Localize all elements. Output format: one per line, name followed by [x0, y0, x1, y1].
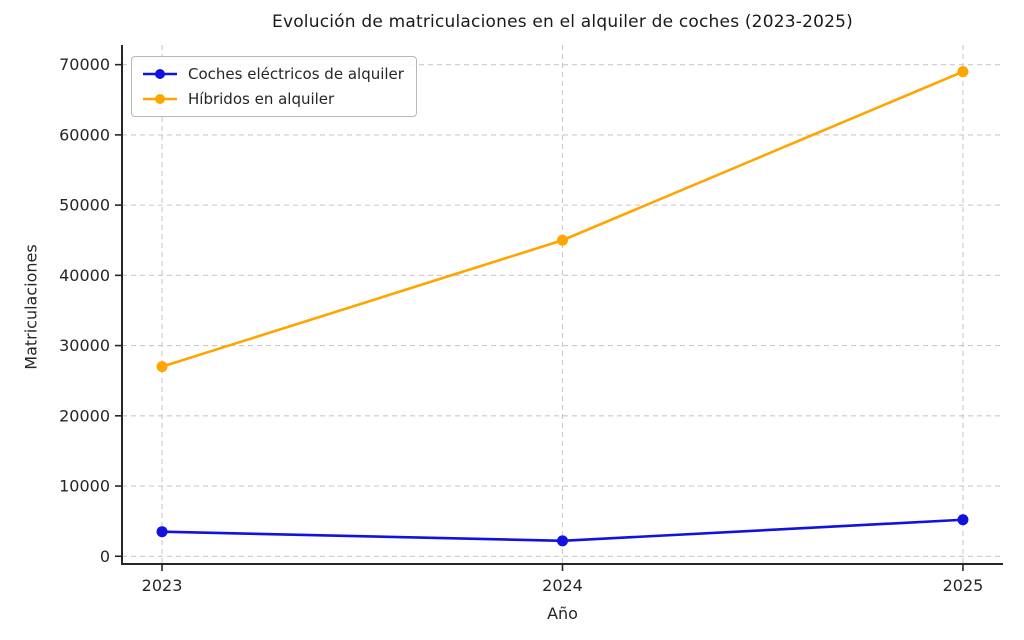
x-tick-label: 2025 [943, 576, 984, 595]
legend-label: Híbridos en alquiler [188, 90, 335, 108]
legend-label: Coches eléctricos de alquiler [188, 65, 404, 83]
y-tick-label: 50000 [59, 196, 110, 215]
legend-item: Híbridos en alquiler [142, 89, 404, 109]
y-tick-label: 0 [100, 547, 110, 566]
y-tick-label: 30000 [59, 336, 110, 355]
data-point-marker [156, 361, 168, 373]
legend-line-marker-swatch [143, 94, 177, 104]
legend: Coches eléctricos de alquiler Híbridos en… [131, 56, 417, 117]
chart-title: Evolución de matriculaciones en el alqui… [272, 12, 853, 32]
y-axis-label: Matriculaciones [21, 244, 41, 370]
y-tick-label: 60000 [59, 125, 110, 144]
data-point-marker [957, 66, 969, 78]
y-tick-label: 70000 [59, 55, 110, 74]
legend-item: Coches eléctricos de alquiler [142, 64, 404, 84]
data-point-marker [957, 514, 969, 526]
data-point-marker [557, 535, 568, 547]
y-tick-label: 20000 [59, 406, 110, 425]
y-tick-label: 40000 [59, 266, 110, 285]
x-tick-label: 2024 [542, 576, 583, 595]
data-point-marker [156, 526, 168, 538]
y-tick-label: 10000 [59, 477, 110, 496]
x-axis-label: Año [547, 604, 578, 623]
legend-line-marker-swatch [143, 69, 177, 79]
data-point-marker [557, 234, 568, 246]
x-tick-label: 2023 [142, 576, 183, 595]
